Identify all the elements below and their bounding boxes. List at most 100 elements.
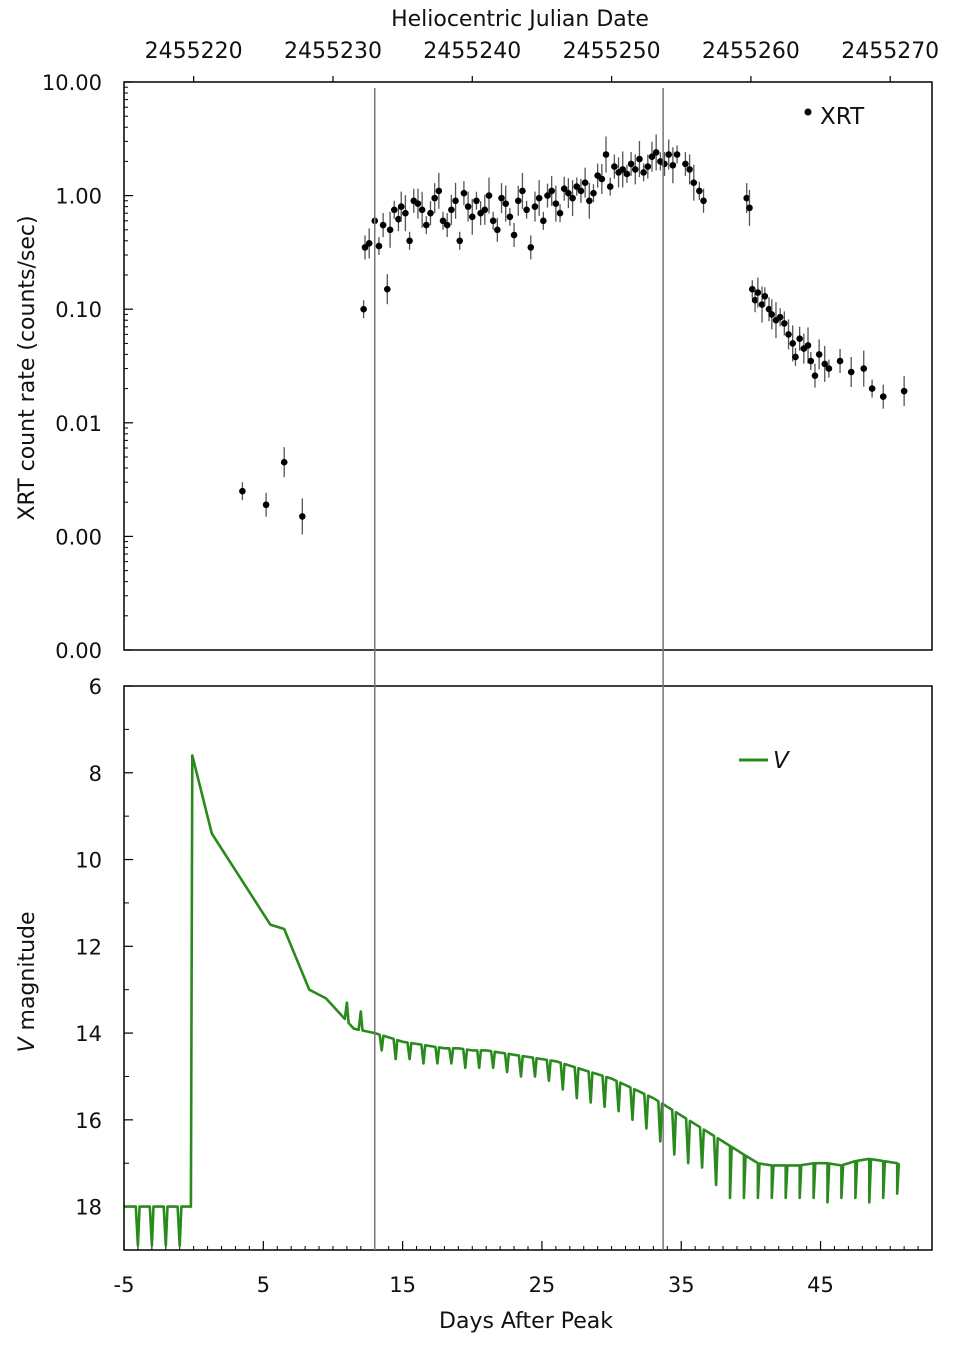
xrt-point [406,237,413,245]
xrt-point [590,189,597,197]
xrt-point [811,372,819,379]
xrt-point [402,209,409,217]
xrt-point [531,203,539,210]
xrt-point [365,240,373,247]
xrt-point [560,185,568,193]
xrt-point [751,296,759,304]
xrt-point [360,305,367,313]
xrt-point [452,197,459,205]
xrt-point [535,194,543,202]
xrt-point [619,166,627,173]
xrt-point [860,365,868,372]
xrt-point [606,183,614,190]
xrt-point [781,320,788,327]
v-x-tick-label: -5 [114,1273,135,1297]
xrt-point [644,163,652,170]
v-legend-label: V [773,748,791,774]
xrt-point [789,340,796,347]
xrt-point [673,151,681,158]
xrt-point [523,206,530,214]
xrt-point [825,365,833,372]
xrt-point [785,331,792,338]
v-legend: V [739,748,791,774]
v-y-axis-label-italic: V [15,1036,40,1053]
xrt-point [611,163,618,170]
xrt-point [510,231,518,239]
xrt-point [468,213,476,221]
v-y-tick-label: 10 [75,849,102,873]
xrt-y-tick-label: 0.00 [55,639,102,663]
xrt-point [418,206,426,214]
xrt-point [427,209,434,217]
xrt-point [636,155,643,163]
xrt-point [548,187,555,195]
xrt-point [847,368,855,376]
v-y-tick-label: 12 [75,935,102,959]
xrt-legend-label: XRT [820,104,865,130]
xrt-point [807,357,815,365]
xrt-point [435,187,443,195]
xrt-point [573,183,581,190]
xrt-point [836,357,844,365]
xrt-point [648,153,656,161]
xrt-legend-marker [804,108,812,116]
xrt-point [761,292,769,300]
xrt-point [386,226,394,234]
top-axis-tick-label: 2455270 [841,39,939,64]
v-y-tick-label: 6 [89,675,102,699]
xrt-point [239,487,246,495]
xrt-point [383,285,391,293]
xrt-point [627,160,635,168]
xrt-point [379,221,387,229]
xrt-point [623,170,631,178]
xrt-point [361,244,369,251]
xrt-point [473,197,480,205]
v-y-axis-label-rest: magnitude [15,911,40,1037]
v-x-axis-ticks: -5 5 15 25 35 45 [114,1241,933,1297]
xrt-point [686,166,693,173]
xrt-point [556,209,564,217]
xrt-point [631,166,639,173]
xrt-point [768,311,776,318]
xrt-point [815,351,823,358]
xrt-point [804,342,812,349]
top-axis-tick-label: 2455230 [284,39,382,64]
top-axis-label: Heliocentric Julian Date [391,7,649,32]
xrt-point [743,194,751,202]
top-axis-ticks: 2455220 2455230 2455240 2455250 2455260 24552… [145,39,939,82]
reference-lines [374,88,664,1250]
xrt-point [506,213,514,221]
xrt-point [552,200,560,207]
v-x-tick-label: 35 [668,1273,695,1297]
top-axis-tick-label: 2455240 [423,39,521,64]
xrt-point [489,217,497,225]
xrt-point [569,194,576,202]
xrt-point [498,194,505,202]
xrt-point [640,169,647,176]
v-x-axis-label: Days After Peak [439,1309,613,1334]
xrt-point [821,360,829,368]
xrt-point [868,385,876,392]
v-y-tick-label: 16 [75,1109,102,1133]
xrt-point [577,187,585,195]
xrt-point [485,192,493,199]
xrt-point [395,215,402,223]
xrt-point [299,513,306,520]
xrt-point [414,200,422,207]
xrt-point [765,305,773,313]
xrt-panel: Heliocentric Julian Date 2455220 2455230 2… [15,7,939,663]
xrt-point [262,501,270,509]
xrt-point [540,217,547,225]
xrt-y-tick-label: 1.00 [55,185,102,209]
xrt-point [527,244,535,251]
v-y-axis-ticks: 6 8 10 12 14 16 18 [75,675,133,1251]
v-plot-frame [123,685,933,1251]
xrt-y-axis-label: XRT count rate (counts/sec) [15,215,40,520]
xrt-point [443,221,451,229]
xrt-point [598,175,606,183]
xrt-point [464,203,472,210]
xrt-y-tick-label: 0.00 [55,525,102,549]
xrt-point [375,242,383,250]
xrt-point [746,204,753,212]
